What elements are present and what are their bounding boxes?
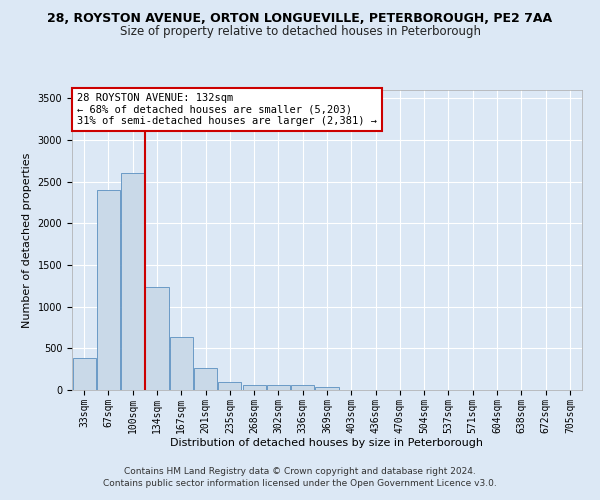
Bar <box>291 386 314 390</box>
Bar <box>145 286 169 390</box>
Text: 28, ROYSTON AVENUE, ORTON LONGUEVILLE, PETERBOROUGH, PE2 7AA: 28, ROYSTON AVENUE, ORTON LONGUEVILLE, P… <box>47 12 553 26</box>
Bar <box>218 382 241 390</box>
Bar <box>267 385 290 390</box>
Bar <box>73 358 95 390</box>
Bar <box>316 386 338 390</box>
Text: Size of property relative to detached houses in Peterborough: Size of property relative to detached ho… <box>119 25 481 38</box>
X-axis label: Distribution of detached houses by size in Peterborough: Distribution of detached houses by size … <box>170 438 484 448</box>
Y-axis label: Number of detached properties: Number of detached properties <box>22 152 32 328</box>
Bar <box>194 368 217 390</box>
Text: Contains HM Land Registry data © Crown copyright and database right 2024.
Contai: Contains HM Land Registry data © Crown c… <box>103 466 497 487</box>
Bar <box>121 174 144 390</box>
Bar <box>97 190 120 390</box>
Bar <box>170 336 193 390</box>
Text: 28 ROYSTON AVENUE: 132sqm
← 68% of detached houses are smaller (5,203)
31% of se: 28 ROYSTON AVENUE: 132sqm ← 68% of detac… <box>77 93 377 126</box>
Bar <box>242 384 266 390</box>
